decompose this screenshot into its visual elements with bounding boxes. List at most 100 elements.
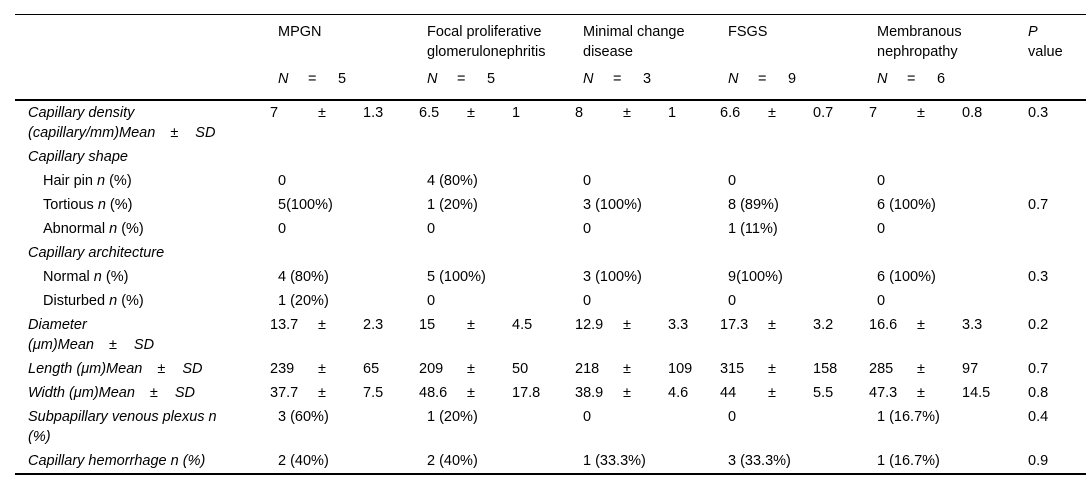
sd-value: 1.3: [363, 105, 384, 121]
mean-value: 6.6: [720, 105, 741, 121]
row-label: Diameter (μm)Mean ± SD: [15, 313, 265, 357]
row-label-line: Capillary hemorrhage n (%): [28, 453, 206, 469]
plus-minus-sign: ±: [917, 385, 925, 401]
row-label: Subpapillary venous plexus n (%): [15, 405, 265, 449]
sample-size: N = 5: [427, 69, 570, 89]
equals-sign: =: [907, 71, 916, 87]
p-symbol: P: [1028, 24, 1038, 40]
mean-value: 15: [419, 317, 436, 333]
plus-minus-sign: ±: [623, 361, 631, 377]
count-value: 1 (20%): [427, 197, 478, 213]
sample-size: N = 5: [278, 69, 414, 89]
data-cell: 37.7 ±7.5: [265, 381, 414, 405]
sd-value: 65: [363, 361, 380, 377]
mean-sd-value: 38.9 ±4.6: [575, 383, 715, 403]
p-value-cell: [1015, 289, 1086, 313]
p-value: 0.8: [1028, 385, 1049, 401]
row-label-line: Width (μm)Mean ± SD: [28, 385, 196, 401]
n-symbol: N: [583, 71, 594, 87]
plus-minus-sign: ±: [623, 317, 631, 333]
data-cell: 0: [864, 169, 1015, 193]
data-cell: 1 (16.7%): [864, 405, 1015, 449]
data-cell: 6.6 ±0.7: [715, 100, 864, 145]
sd-value: 50: [512, 361, 529, 377]
row-label: Capillary density (capillary/mm)Mean ± SD: [15, 100, 265, 145]
p-label: value: [1028, 44, 1063, 60]
count-value: 0: [728, 293, 737, 309]
count-value: 0: [278, 173, 287, 189]
data-cell: 0: [864, 289, 1015, 313]
p-value-cell: [1015, 241, 1086, 265]
mean-sd-value: 315 ±158: [720, 359, 864, 379]
data-cell: 0: [414, 217, 570, 241]
data-cell: 6 (100%): [864, 265, 1015, 289]
mean-value: 8: [575, 105, 584, 121]
sd-value: 5.5: [813, 385, 834, 401]
column-title: FSGS: [728, 24, 768, 40]
row-label-header: [15, 14, 265, 101]
count-value: 0: [877, 173, 886, 189]
mean-sd-value: 47.3 ±14.5: [869, 383, 1015, 403]
table-row: Capillary hemorrhage n (%) 2 (40%) 2 (40%)…: [15, 449, 1086, 474]
sample-size: N = 6: [877, 69, 1015, 89]
mean-sd-value: 48.6 ±17.8: [419, 383, 570, 403]
mean-sd-value: 6.6 ±0.7: [720, 103, 864, 123]
mean-sd-value: 7 ±0.8: [869, 103, 1015, 123]
p-value-cell: [1015, 217, 1086, 241]
column-header: Focal proliferative glomerulonephritis N =…: [414, 14, 570, 101]
data-cell: 2 (40%): [265, 449, 414, 474]
row-label: Width (μm)Mean ± SD: [15, 381, 265, 405]
data-cell: 44 ±5.5: [715, 381, 864, 405]
row-label-line: Normal n (%): [43, 269, 129, 285]
data-cell: 4 (80%): [414, 169, 570, 193]
table-row: Subpapillary venous plexus n (%) 3 (60%) 1 …: [15, 405, 1086, 449]
count-value: 2 (40%): [427, 453, 478, 469]
mean-sd-value: 218 ±109: [575, 359, 715, 379]
count-value: 1 (16.7%): [877, 409, 940, 425]
row-label-line: Length (μm)Mean ± SD: [28, 361, 203, 377]
data-cell: 0: [570, 405, 715, 449]
data-cell: 5 (100%): [414, 265, 570, 289]
data-cell: 0: [265, 169, 414, 193]
sd-value: 17.8: [512, 385, 541, 401]
count-value: 6 (100%): [877, 197, 936, 213]
n-symbol: N: [427, 71, 438, 87]
mean-sd-value: 209 ±50: [419, 359, 570, 379]
table-row: Hair pin n (%) 0 4 (80%) 0 0 0: [15, 169, 1086, 193]
p-value: 0.3: [1028, 269, 1049, 285]
plus-minus-sign: ±: [318, 385, 326, 401]
data-cell: 315 ±158: [715, 357, 864, 381]
plus-minus-sign: ±: [623, 105, 631, 121]
data-cell: 7 ±0.8: [864, 100, 1015, 145]
mean-value: 16.6: [869, 317, 898, 333]
data-cell: 5(100%): [265, 193, 414, 217]
count-value: 5(100%): [278, 197, 333, 213]
count-value: 8 (89%): [728, 197, 779, 213]
data-cell: [715, 145, 864, 169]
mean-sd-value: 15 ±4.5: [419, 315, 570, 335]
count-value: 1 (33.3%): [583, 453, 646, 469]
n-symbol: N: [877, 71, 888, 87]
row-label-line: Disturbed n (%): [43, 293, 144, 309]
data-cell: [715, 241, 864, 265]
plus-minus-sign: ±: [768, 385, 776, 401]
plus-minus-sign: ±: [768, 317, 776, 333]
data-cell: 48.6 ±17.8: [414, 381, 570, 405]
count-value: 3 (33.3%): [728, 453, 791, 469]
sd-value: 0.8: [962, 105, 983, 121]
sd-label: SD: [182, 361, 203, 377]
column-title: Membranous nephropathy: [877, 24, 962, 60]
row-label: Disturbed n (%): [15, 289, 265, 313]
mean-value: 44: [720, 385, 737, 401]
row-label-line: Capillary shape: [28, 149, 128, 165]
data-cell: 38.9 ±4.6: [570, 381, 715, 405]
table-row: Length (μm)Mean ± SD 239 ±65 209 ±50 218 ±109 315…: [15, 357, 1086, 381]
count-value: 0: [583, 409, 592, 425]
row-label-line: (%): [28, 429, 51, 445]
data-cell: 0: [265, 217, 414, 241]
count-value: 3 (100%): [583, 197, 642, 213]
p-value-cell: [1015, 145, 1086, 169]
count-value: 1 (20%): [278, 293, 329, 309]
row-label-line: Abnormal n (%): [43, 221, 144, 237]
